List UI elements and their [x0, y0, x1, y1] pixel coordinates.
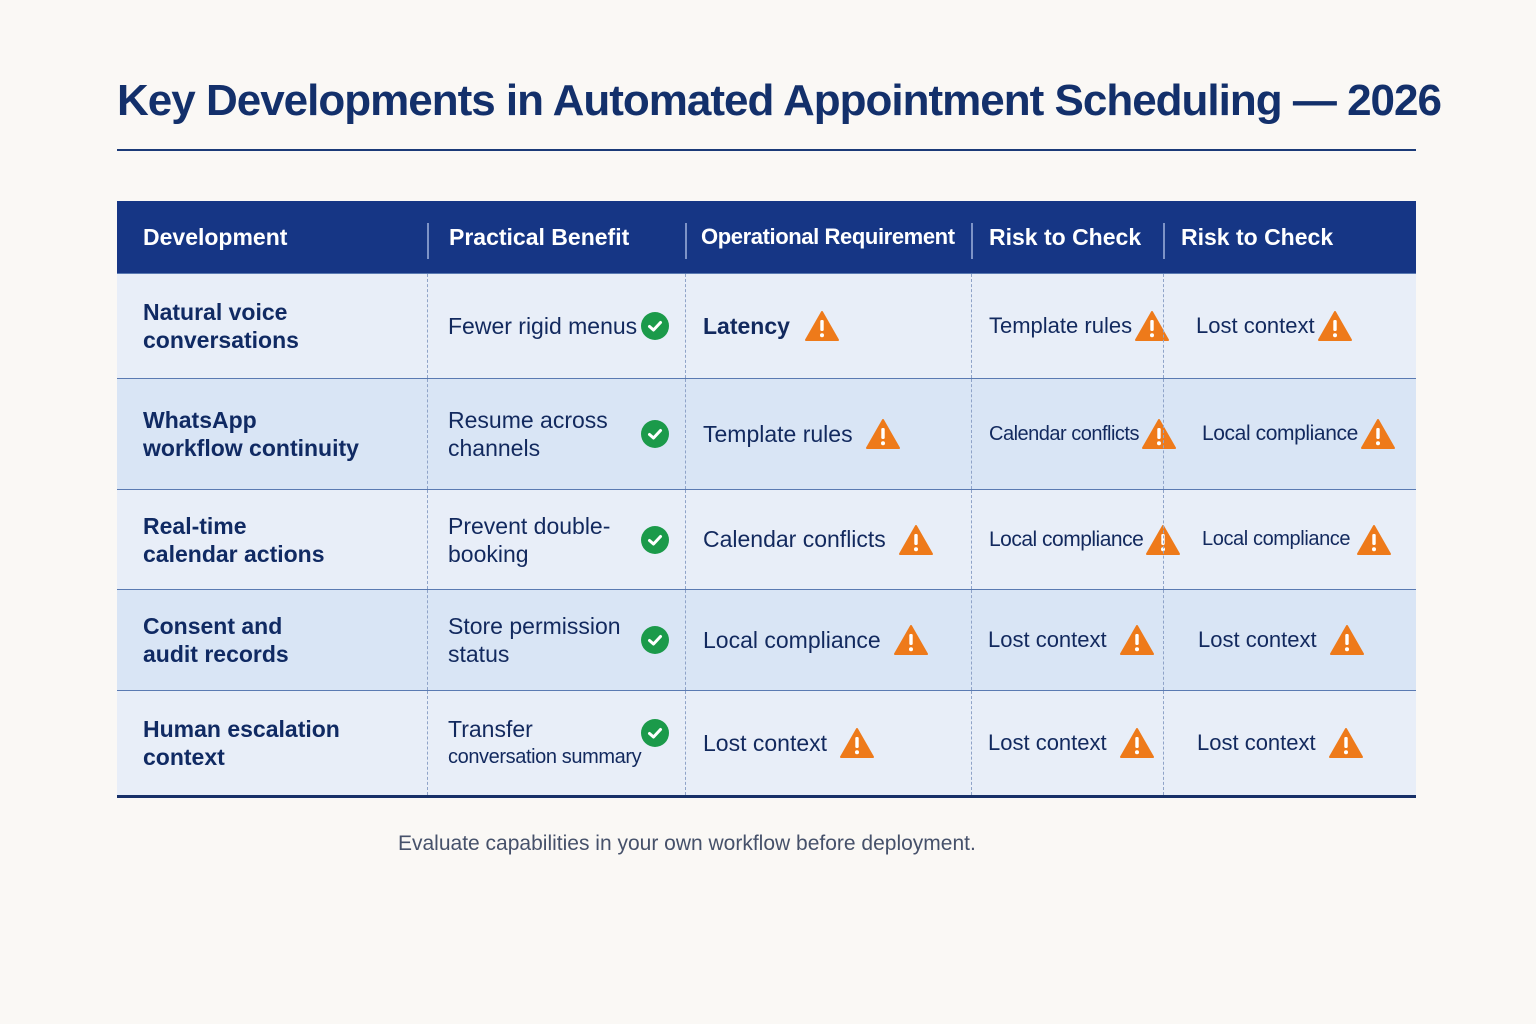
- risk-cell-2: Local compliance: [1163, 490, 1416, 589]
- development-cell: Consent and audit records: [117, 590, 427, 690]
- check-circle-icon: [641, 525, 669, 554]
- requirement-cell: Latency: [685, 274, 971, 378]
- risk-text: Local compliance: [1202, 528, 1351, 550]
- risk-text: Local compliance: [1202, 422, 1358, 445]
- benefit-line: status: [448, 641, 510, 667]
- warning-triangle-icon: [1328, 728, 1363, 758]
- risk-cell-2: Local compliance: [1163, 379, 1416, 489]
- warning-triangle-icon: [1360, 419, 1395, 449]
- benefit-line: channels: [448, 435, 541, 461]
- benefit-line: Fewer rigid menus: [448, 313, 638, 339]
- table-row: Natural voice conversations Fewer rigid m…: [117, 273, 1416, 378]
- warning-triangle-icon: [1119, 728, 1154, 758]
- developments-table: Development Practical Benefit Operationa…: [117, 201, 1416, 798]
- warning-triangle-icon: [898, 524, 933, 555]
- warning-triangle-icon: [1317, 311, 1352, 341]
- risk-cell-1: Template rules: [971, 274, 1170, 378]
- warning-triangle-icon: [865, 419, 900, 449]
- risk-cell-1: Calendar conflicts: [971, 379, 1176, 489]
- header-development: Development: [143, 223, 288, 250]
- table-row: Consent and audit records Store permissio…: [117, 589, 1416, 690]
- requirement-text: Latency: [703, 312, 790, 339]
- header-practical-benefit: Practical Benefit: [427, 201, 685, 273]
- benefit-cell: Transfer conversation summary: [427, 691, 685, 795]
- title-divider: [117, 149, 1416, 151]
- risk-text: Local compliance: [989, 527, 1144, 551]
- check-circle-icon: [641, 312, 669, 340]
- development-line: audit records: [143, 641, 289, 667]
- risk-text: Lost context: [988, 627, 1107, 652]
- requirement-cell: Template rules: [685, 379, 971, 489]
- requirement-cell: Local compliance: [685, 590, 971, 690]
- risk-text: Calendar conflicts: [989, 422, 1139, 445]
- risk-cell-1: Lost context: [971, 691, 1163, 795]
- risk-text: Lost context: [1197, 730, 1316, 755]
- check-circle-icon: [641, 420, 669, 448]
- development-cell: Human escalation context: [117, 691, 427, 795]
- risk-cell-2: Lost context: [1163, 691, 1416, 795]
- development-cell: Real-time calendar actions: [117, 490, 427, 589]
- check-circle-icon: [641, 719, 669, 747]
- development-line: Consent and: [143, 613, 283, 639]
- benefit-cell: Resume across channels: [427, 379, 685, 489]
- table-row: Human escalation context Transfer conversa…: [117, 690, 1416, 795]
- warning-triangle-icon: [1119, 625, 1154, 655]
- development-cell: WhatsApp workflow continuity: [117, 379, 427, 489]
- warning-triangle-icon: [804, 311, 839, 341]
- risk-text: Lost context: [1198, 627, 1317, 652]
- requirement-text: Template rules: [703, 420, 853, 447]
- risk-text: Lost context: [1196, 313, 1315, 338]
- benefit-cell: Store permission status: [427, 590, 685, 690]
- benefit-cell: Fewer rigid menus: [427, 274, 685, 378]
- risk-cell-2: Lost context: [1163, 274, 1416, 378]
- requirement-cell: Lost context: [685, 691, 971, 795]
- development-line: context: [143, 744, 225, 770]
- risk-cell-2: Lost context: [1163, 590, 1416, 690]
- development-line: Human escalation: [143, 716, 340, 742]
- table-row: WhatsApp workflow continuity Resume acros…: [117, 378, 1416, 489]
- check-circle-icon: [641, 626, 669, 654]
- header-risk-to-check-1: Risk to Check: [971, 201, 1163, 273]
- risk-cell-1: Lost context: [971, 590, 1163, 690]
- benefit-line: Prevent double-: [448, 512, 611, 539]
- requirement-text: Lost context: [703, 729, 828, 756]
- benefit-line: Resume across: [448, 407, 608, 433]
- development-line: Real-time: [143, 512, 247, 539]
- risk-text: Lost context: [988, 730, 1107, 755]
- development-line: conversations: [143, 327, 299, 353]
- page-title: Key Developments in Automated Appointmen…: [117, 76, 1442, 125]
- benefit-line: conversation summary: [448, 746, 642, 768]
- warning-triangle-icon: [893, 625, 928, 655]
- header-risk-to-check-2: Risk to Check: [1163, 201, 1416, 273]
- footnote-caption: Evaluate capabilities in your own workfl…: [398, 832, 976, 855]
- warning-triangle-icon: [1141, 419, 1176, 449]
- warning-triangle-icon: [840, 728, 875, 758]
- warning-triangle-icon: [1329, 625, 1364, 655]
- table-row: Real-time calendar actions Prevent double…: [117, 489, 1416, 589]
- benefit-cell: Prevent double-booking: [427, 490, 685, 589]
- warning-triangle-icon: [1357, 524, 1392, 555]
- risk-cell-1: Local compliance: [971, 490, 1181, 589]
- development-line: Natural voice: [143, 299, 288, 325]
- development-line: calendar actions: [143, 540, 325, 567]
- warning-triangle-icon: [1135, 311, 1170, 341]
- benefit-line: Store permission: [448, 613, 621, 639]
- benefit-line: booking: [448, 540, 529, 567]
- requirement-cell: Calendar conflicts: [685, 490, 971, 589]
- table-header-row: Development Practical Benefit Operationa…: [117, 201, 1416, 273]
- requirement-text: Local compliance: [703, 626, 881, 653]
- requirement-text: Calendar conflicts: [703, 526, 886, 552]
- development-cell: Natural voice conversations: [117, 274, 427, 378]
- header-operational-requirement: Operational Requirement: [685, 201, 971, 273]
- benefit-line: Transfer: [448, 716, 533, 742]
- development-line: WhatsApp: [143, 407, 257, 433]
- risk-text: Template rules: [989, 313, 1133, 338]
- development-line: workflow continuity: [143, 435, 359, 461]
